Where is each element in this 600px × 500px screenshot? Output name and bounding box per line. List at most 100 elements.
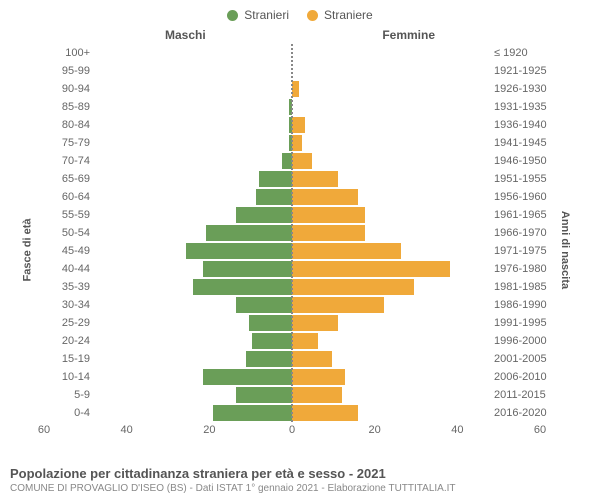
bar-male (186, 243, 292, 259)
row-bars (94, 189, 490, 205)
birth-year-label: 1931-1935 (494, 101, 550, 113)
age-label: 75-79 (50, 137, 90, 149)
birth-year-label: 1956-1960 (494, 191, 550, 203)
age-label: 90-94 (50, 83, 90, 95)
bar-male (256, 189, 292, 205)
bar-female (292, 243, 401, 259)
birth-year-label: 2006-2010 (494, 371, 550, 383)
bar-female (292, 189, 358, 205)
row-bars (94, 333, 490, 349)
bar-male (193, 279, 292, 295)
row-bars (94, 261, 490, 277)
bar-female (292, 261, 450, 277)
chart-rows: 100+≤ 192095-991921-192590-941926-193085… (50, 44, 550, 422)
chart-row: 25-291991-1995 (50, 314, 550, 332)
bar-female (292, 351, 332, 367)
age-label: 65-69 (50, 173, 90, 185)
bar-female (292, 405, 358, 421)
birth-year-label: 2016-2020 (494, 407, 550, 419)
bar-male (203, 261, 292, 277)
chart-row: 0-4 2016-2020 (50, 404, 550, 422)
birth-year-label: 1966-1970 (494, 227, 550, 239)
row-bars (94, 45, 490, 61)
age-label: 95-99 (50, 65, 90, 77)
legend-swatch-male (227, 10, 238, 21)
column-header-female: Femmine (382, 28, 435, 42)
age-label: 100+ (50, 47, 90, 59)
x-tick: 60 (38, 424, 50, 436)
row-bars (94, 135, 490, 151)
row-bars (94, 297, 490, 313)
legend-item-male: Stranieri (227, 8, 289, 22)
birth-year-label: 1976-1980 (494, 263, 550, 275)
age-label: 60-64 (50, 191, 90, 203)
age-label: 20-24 (50, 335, 90, 347)
bar-female (292, 315, 338, 331)
legend: Stranieri Straniere (0, 0, 600, 22)
chart-row: 20-24 1996-2000 (50, 332, 550, 350)
bar-male (206, 225, 292, 241)
row-bars (94, 63, 490, 79)
chart-row: 15-192001-2005 (50, 350, 550, 368)
legend-label-male: Stranieri (244, 8, 289, 22)
bar-female (292, 117, 305, 133)
age-label: 70-74 (50, 155, 90, 167)
y-axis-label-right: Anni di nascita (559, 211, 571, 289)
age-label: 0-4 (50, 407, 90, 419)
legend-item-female: Straniere (307, 8, 373, 22)
age-label: 35-39 (50, 281, 90, 293)
legend-label-female: Straniere (324, 8, 373, 22)
bar-male (252, 333, 292, 349)
x-tick: 20 (369, 424, 381, 436)
birth-year-label: 1981-1985 (494, 281, 550, 293)
x-axis: 6040200204060 (44, 422, 540, 442)
bar-male (236, 207, 292, 223)
chart-row: 40-441976-1980 (50, 260, 550, 278)
x-tick: 60 (534, 424, 546, 436)
bar-male (236, 297, 292, 313)
chart-footer: Popolazione per cittadinanza straniera p… (10, 466, 590, 494)
bar-male (282, 153, 292, 169)
chart-row: 50-541966-1970 (50, 224, 550, 242)
bar-male (259, 171, 292, 187)
birth-year-label: 1971-1975 (494, 245, 550, 257)
bar-female (292, 81, 299, 97)
age-label: 5-9 (50, 389, 90, 401)
chart-row: 75-79 1941-1945 (50, 134, 550, 152)
bar-male (249, 315, 292, 331)
chart-row: 70-74 1946-1950 (50, 152, 550, 170)
y-axis-label-left: Fasce di età (21, 219, 33, 282)
birth-year-label: 1936-1940 (494, 119, 550, 131)
birth-year-label: 1941-1945 (494, 137, 550, 149)
birth-year-label: 1926-1930 (494, 83, 550, 95)
bar-female (292, 171, 338, 187)
chart-row: 30-34 1986-1990 (50, 296, 550, 314)
bar-female (292, 297, 384, 313)
row-bars (94, 243, 490, 259)
birth-year-label: 1986-1990 (494, 299, 550, 311)
row-bars (94, 99, 490, 115)
chart-row: 95-991921-1925 (50, 62, 550, 80)
bar-male (289, 99, 292, 115)
chart-row: 55-591961-1965 (50, 206, 550, 224)
birth-year-label: ≤ 1920 (494, 47, 550, 59)
row-bars (94, 369, 490, 385)
row-bars (94, 171, 490, 187)
bar-female (292, 369, 345, 385)
chart-row: 45-491971-1975 (50, 242, 550, 260)
column-header-male: Maschi (165, 28, 206, 42)
chart-row: 100+ ≤ 1920 (50, 44, 550, 62)
birth-year-label: 1991-1995 (494, 317, 550, 329)
bar-male (246, 351, 292, 367)
chart-row: 60-64 1956-1960 (50, 188, 550, 206)
birth-year-label: 1996-2000 (494, 335, 550, 347)
row-bars (94, 117, 490, 133)
row-bars (94, 153, 490, 169)
age-label: 30-34 (50, 299, 90, 311)
chart-subtitle: COMUNE DI PROVAGLIO D'ISEO (BS) - Dati I… (10, 483, 590, 494)
birth-year-label: 1961-1965 (494, 209, 550, 221)
birth-year-label: 1946-1950 (494, 155, 550, 167)
bar-male (236, 387, 292, 403)
age-label: 10-14 (50, 371, 90, 383)
row-bars (94, 315, 490, 331)
